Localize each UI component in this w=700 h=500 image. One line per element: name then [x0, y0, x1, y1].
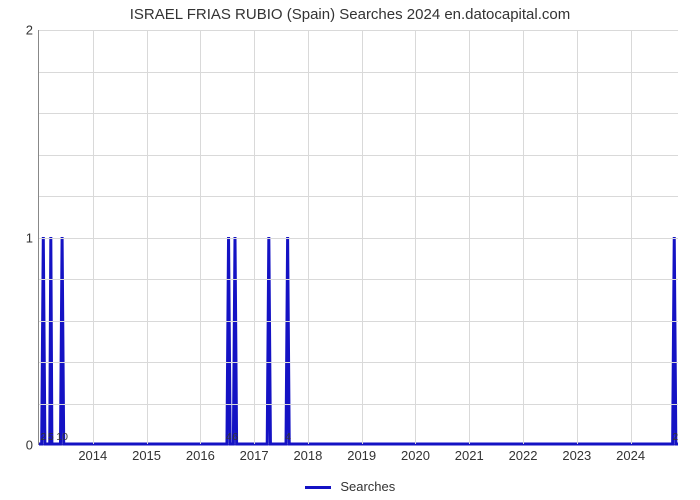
- legend-swatch: [305, 486, 331, 489]
- vgridline: [147, 30, 148, 444]
- vgridline: [523, 30, 524, 444]
- vgridline: [254, 30, 255, 444]
- x-tick-label: 2024: [616, 448, 645, 463]
- x-tick-label: 2014: [78, 448, 107, 463]
- vgridline: [308, 30, 309, 444]
- legend-label: Searches: [340, 479, 395, 494]
- vgridline: [469, 30, 470, 444]
- spike-value-label: 5: [48, 431, 54, 443]
- x-tick-label: 2020: [401, 448, 430, 463]
- vgridline: [200, 30, 201, 444]
- y-tick-label: 0: [26, 438, 33, 453]
- vgridline: [415, 30, 416, 444]
- hgridline: [39, 362, 678, 363]
- chart-title: ISRAEL FRIAS RUBIO (Spain) Searches 2024…: [0, 6, 700, 23]
- plot-area: 0122014201520162017201820192020202120222…: [38, 30, 678, 445]
- spike-value-label: 4: [285, 431, 291, 443]
- hgridline: [39, 72, 678, 73]
- vgridline: [93, 30, 94, 444]
- y-tick-label: 1: [26, 230, 33, 245]
- hgridline: [39, 321, 678, 322]
- spike-value-label: 2: [672, 431, 678, 443]
- x-tick-label: 2016: [186, 448, 215, 463]
- spike-value-label: 10: [56, 431, 68, 443]
- spike-value-label: 4: [226, 431, 232, 443]
- hgridline: [39, 404, 678, 405]
- y-tick-label: 2: [26, 23, 33, 38]
- spike-value-label: 6: [232, 431, 238, 443]
- x-tick-label: 2023: [562, 448, 591, 463]
- chart-legend: Searches: [0, 479, 700, 494]
- hgridline: [39, 155, 678, 156]
- hgridline: [39, 238, 678, 239]
- vgridline: [577, 30, 578, 444]
- hgridline: [39, 30, 678, 31]
- searches-chart: ISRAEL FRIAS RUBIO (Spain) Searches 2024…: [0, 0, 700, 500]
- hgridline: [39, 196, 678, 197]
- spike-value-label: 2: [40, 431, 46, 443]
- hgridline: [39, 279, 678, 280]
- x-tick-label: 2019: [347, 448, 376, 463]
- hgridline: [39, 113, 678, 114]
- x-tick-label: 2018: [293, 448, 322, 463]
- vgridline: [631, 30, 632, 444]
- x-tick-label: 2017: [240, 448, 269, 463]
- x-tick-label: 2021: [455, 448, 484, 463]
- x-tick-label: 2015: [132, 448, 161, 463]
- x-tick-label: 2022: [509, 448, 538, 463]
- vgridline: [362, 30, 363, 444]
